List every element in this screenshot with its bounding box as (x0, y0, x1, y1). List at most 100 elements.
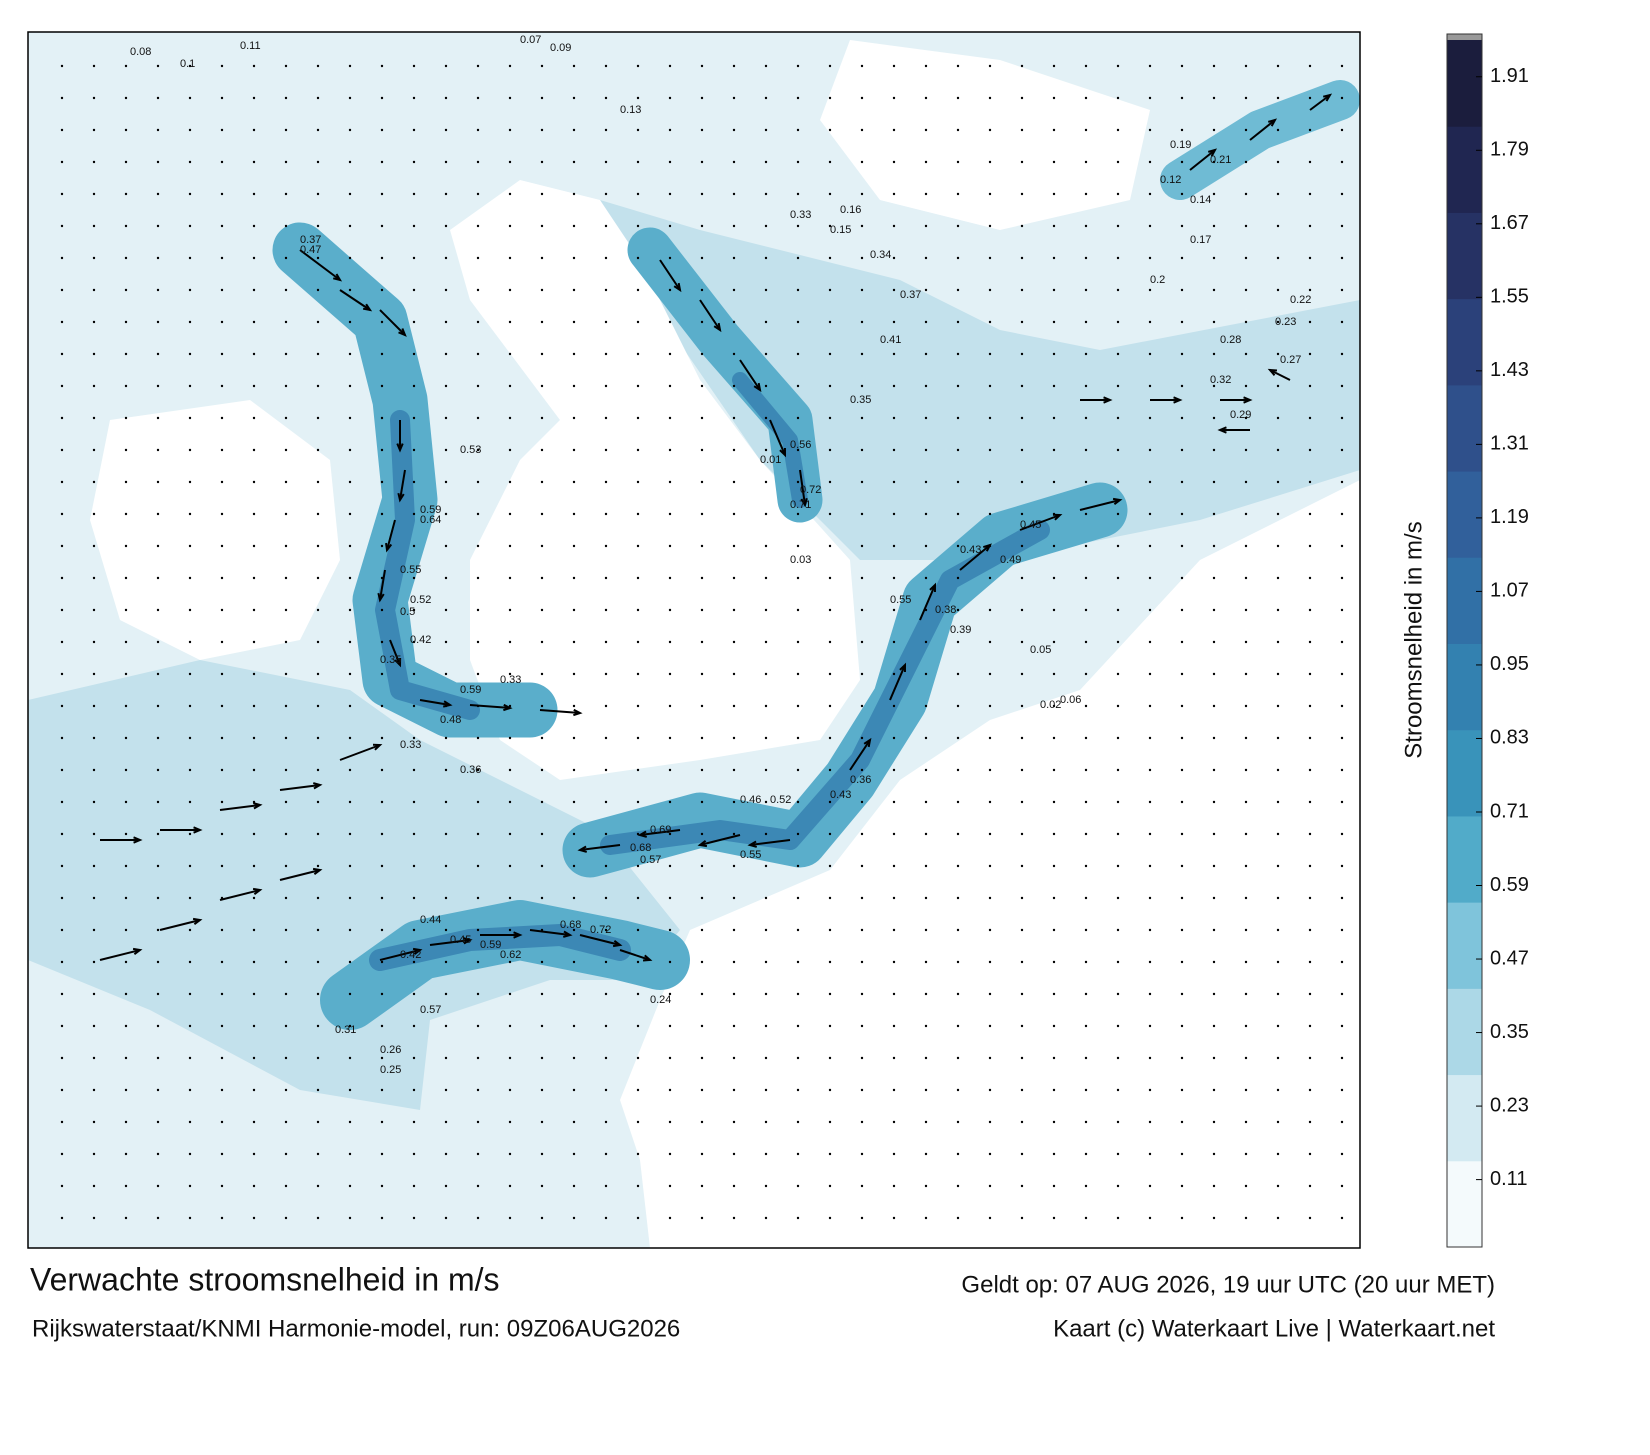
grid-dot (1148, 768, 1152, 772)
grid-dot (1276, 320, 1280, 324)
grid-dot (348, 640, 352, 644)
speed-label: 0.38 (935, 604, 956, 616)
grid-dot (668, 160, 672, 164)
arrow-head (863, 737, 872, 748)
grid-dot (188, 864, 192, 868)
grid-dot (1020, 640, 1024, 644)
grid-dot (1148, 416, 1152, 420)
grid-dot (348, 1216, 352, 1220)
grid-dot (508, 1152, 512, 1156)
arrow-shaft (1019, 514, 1061, 531)
grid-dot (348, 448, 352, 452)
grid-dot (636, 448, 640, 452)
grid-dot (92, 544, 96, 548)
grid-dot (92, 1056, 96, 1060)
arrow-head (673, 282, 682, 293)
grid-dot (284, 96, 288, 100)
grid-dot (1340, 448, 1344, 452)
grid-dot (764, 192, 768, 196)
grid-dot (1052, 320, 1056, 324)
grid-dot (860, 448, 864, 452)
grid-dot (124, 608, 128, 612)
grid-dot (60, 1088, 64, 1092)
grid-dot (828, 256, 832, 260)
grid-dot (1116, 1152, 1120, 1156)
grid-dot (1116, 736, 1120, 740)
grid-dot (1276, 928, 1280, 932)
grid-dot (1308, 160, 1312, 164)
grid-dot (828, 832, 832, 836)
grid-dot (700, 384, 704, 388)
grid-dot (316, 1056, 320, 1060)
grid-dot (732, 832, 736, 836)
grid-dot (412, 160, 416, 164)
grid-dot (1148, 1088, 1152, 1092)
grid-dot (1276, 672, 1280, 676)
arrow-head (385, 542, 393, 553)
grid-dot (380, 416, 384, 420)
grid-dot (604, 1088, 608, 1092)
grid-dot (700, 288, 704, 292)
grid-dot (60, 864, 64, 868)
grid-dot (572, 448, 576, 452)
grid-dot (316, 384, 320, 388)
grid-dot (860, 320, 864, 324)
grid-dot (1212, 1024, 1216, 1028)
grid-dot (1276, 224, 1280, 228)
grid-dot (156, 608, 160, 612)
grid-dot (1116, 640, 1120, 644)
map: 0.08 0.110.10.090.130.070.470.370.330.440… (28, 32, 1360, 1248)
grid-dot (1308, 576, 1312, 580)
grid-dot (220, 704, 224, 708)
grid-dot (188, 992, 192, 996)
colorbar-frame (1446, 33, 1483, 1248)
grid-dot (1212, 352, 1216, 356)
grid-dot (1308, 1184, 1312, 1188)
grid-dot (1244, 352, 1248, 356)
grid-dot (1020, 1024, 1024, 1028)
grid-dot (92, 800, 96, 804)
speed-label: 0.52 (410, 594, 431, 606)
grid-dot (380, 288, 384, 292)
arrow-shaft (1309, 94, 1331, 111)
grid-dot (700, 96, 704, 100)
grid-dot (1116, 64, 1120, 68)
grid-dot (412, 1120, 416, 1124)
arrow-head (192, 917, 203, 926)
grid-dot (380, 1216, 384, 1220)
grid-dot (860, 224, 864, 228)
grid-dot (572, 1216, 576, 1220)
grid-dot (188, 1184, 192, 1188)
grid-dot (700, 992, 704, 996)
grid-dot (60, 1152, 64, 1156)
grid-dot (1084, 192, 1088, 196)
grid-dot (284, 832, 288, 836)
grid-dot (540, 608, 544, 612)
grid-dot (700, 480, 704, 484)
grid-dot (156, 576, 160, 580)
grid-dot (316, 1184, 320, 1188)
grid-dot (700, 576, 704, 580)
grid-dot (316, 416, 320, 420)
grid-dot (1308, 320, 1312, 324)
grid-dot (476, 608, 480, 612)
grid-dot (348, 896, 352, 900)
grid-dot (892, 832, 896, 836)
grid-dot (956, 992, 960, 996)
grid-dot (1020, 160, 1024, 164)
grid-dot (124, 1120, 128, 1124)
grid-dot (604, 256, 608, 260)
grid-dot (60, 192, 64, 196)
arrow-head (1267, 368, 1278, 376)
grid-dot (540, 224, 544, 228)
grid-dot (892, 896, 896, 900)
grid-dot (1020, 480, 1024, 484)
grid-dot (444, 736, 448, 740)
grid-dot (1116, 1216, 1120, 1220)
grid-dot (508, 288, 512, 292)
grid-dot (604, 576, 608, 580)
grid-dot (124, 512, 128, 516)
grid-dot (828, 608, 832, 612)
grid-dot (252, 480, 256, 484)
grid-dot (1084, 768, 1088, 772)
